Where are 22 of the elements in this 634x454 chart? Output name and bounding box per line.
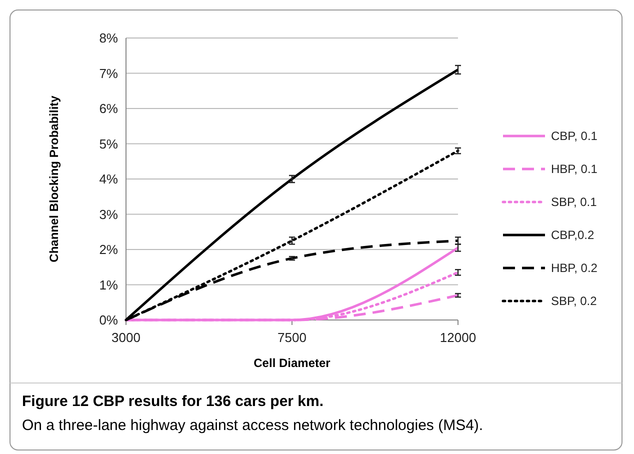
y-tick-label: 8%: [99, 30, 118, 46]
x-tick-label: 7500: [278, 330, 306, 345]
text: Figure 12 CBP results for 136 cars per km.: [22, 393, 324, 410]
legend-label: SBP, 0.2: [551, 294, 598, 308]
y-axis-title: Channel Blocking Probability: [47, 95, 61, 262]
y-tick-label: 7%: [99, 66, 118, 81]
y-tick-label: 2%: [99, 242, 118, 258]
x-tick-label: 12000: [440, 330, 476, 345]
x-tick-label: 3000: [112, 330, 140, 345]
y-tick-label: 3%: [99, 206, 118, 222]
text: On a three-lane highway against access network technologies (MS4).: [22, 417, 484, 434]
y-tick-label: 6%: [99, 101, 118, 116]
y-tick-label: 1%: [99, 277, 118, 292]
legend-label: SBP, 0.1: [551, 195, 598, 210]
x-axis-title: Cell Diameter: [254, 356, 331, 370]
legend-label: HBP, 0.1: [551, 162, 598, 176]
y-tick-label: 5%: [99, 136, 118, 152]
legend-label: HBP, 0.2: [551, 261, 598, 276]
y-tick-label: 4%: [99, 172, 118, 187]
legend-label: CBP, 0.1: [551, 129, 598, 144]
legend-label: CBP,0.2: [551, 228, 594, 242]
y-tick-label: 0%: [99, 312, 118, 328]
